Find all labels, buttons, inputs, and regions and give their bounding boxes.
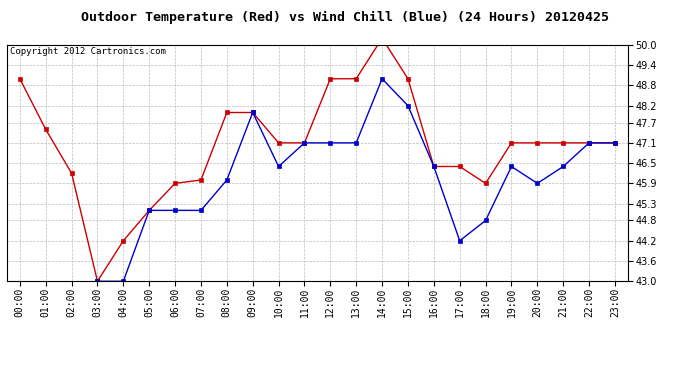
Text: Copyright 2012 Cartronics.com: Copyright 2012 Cartronics.com xyxy=(10,47,166,56)
Text: Outdoor Temperature (Red) vs Wind Chill (Blue) (24 Hours) 20120425: Outdoor Temperature (Red) vs Wind Chill … xyxy=(81,11,609,24)
